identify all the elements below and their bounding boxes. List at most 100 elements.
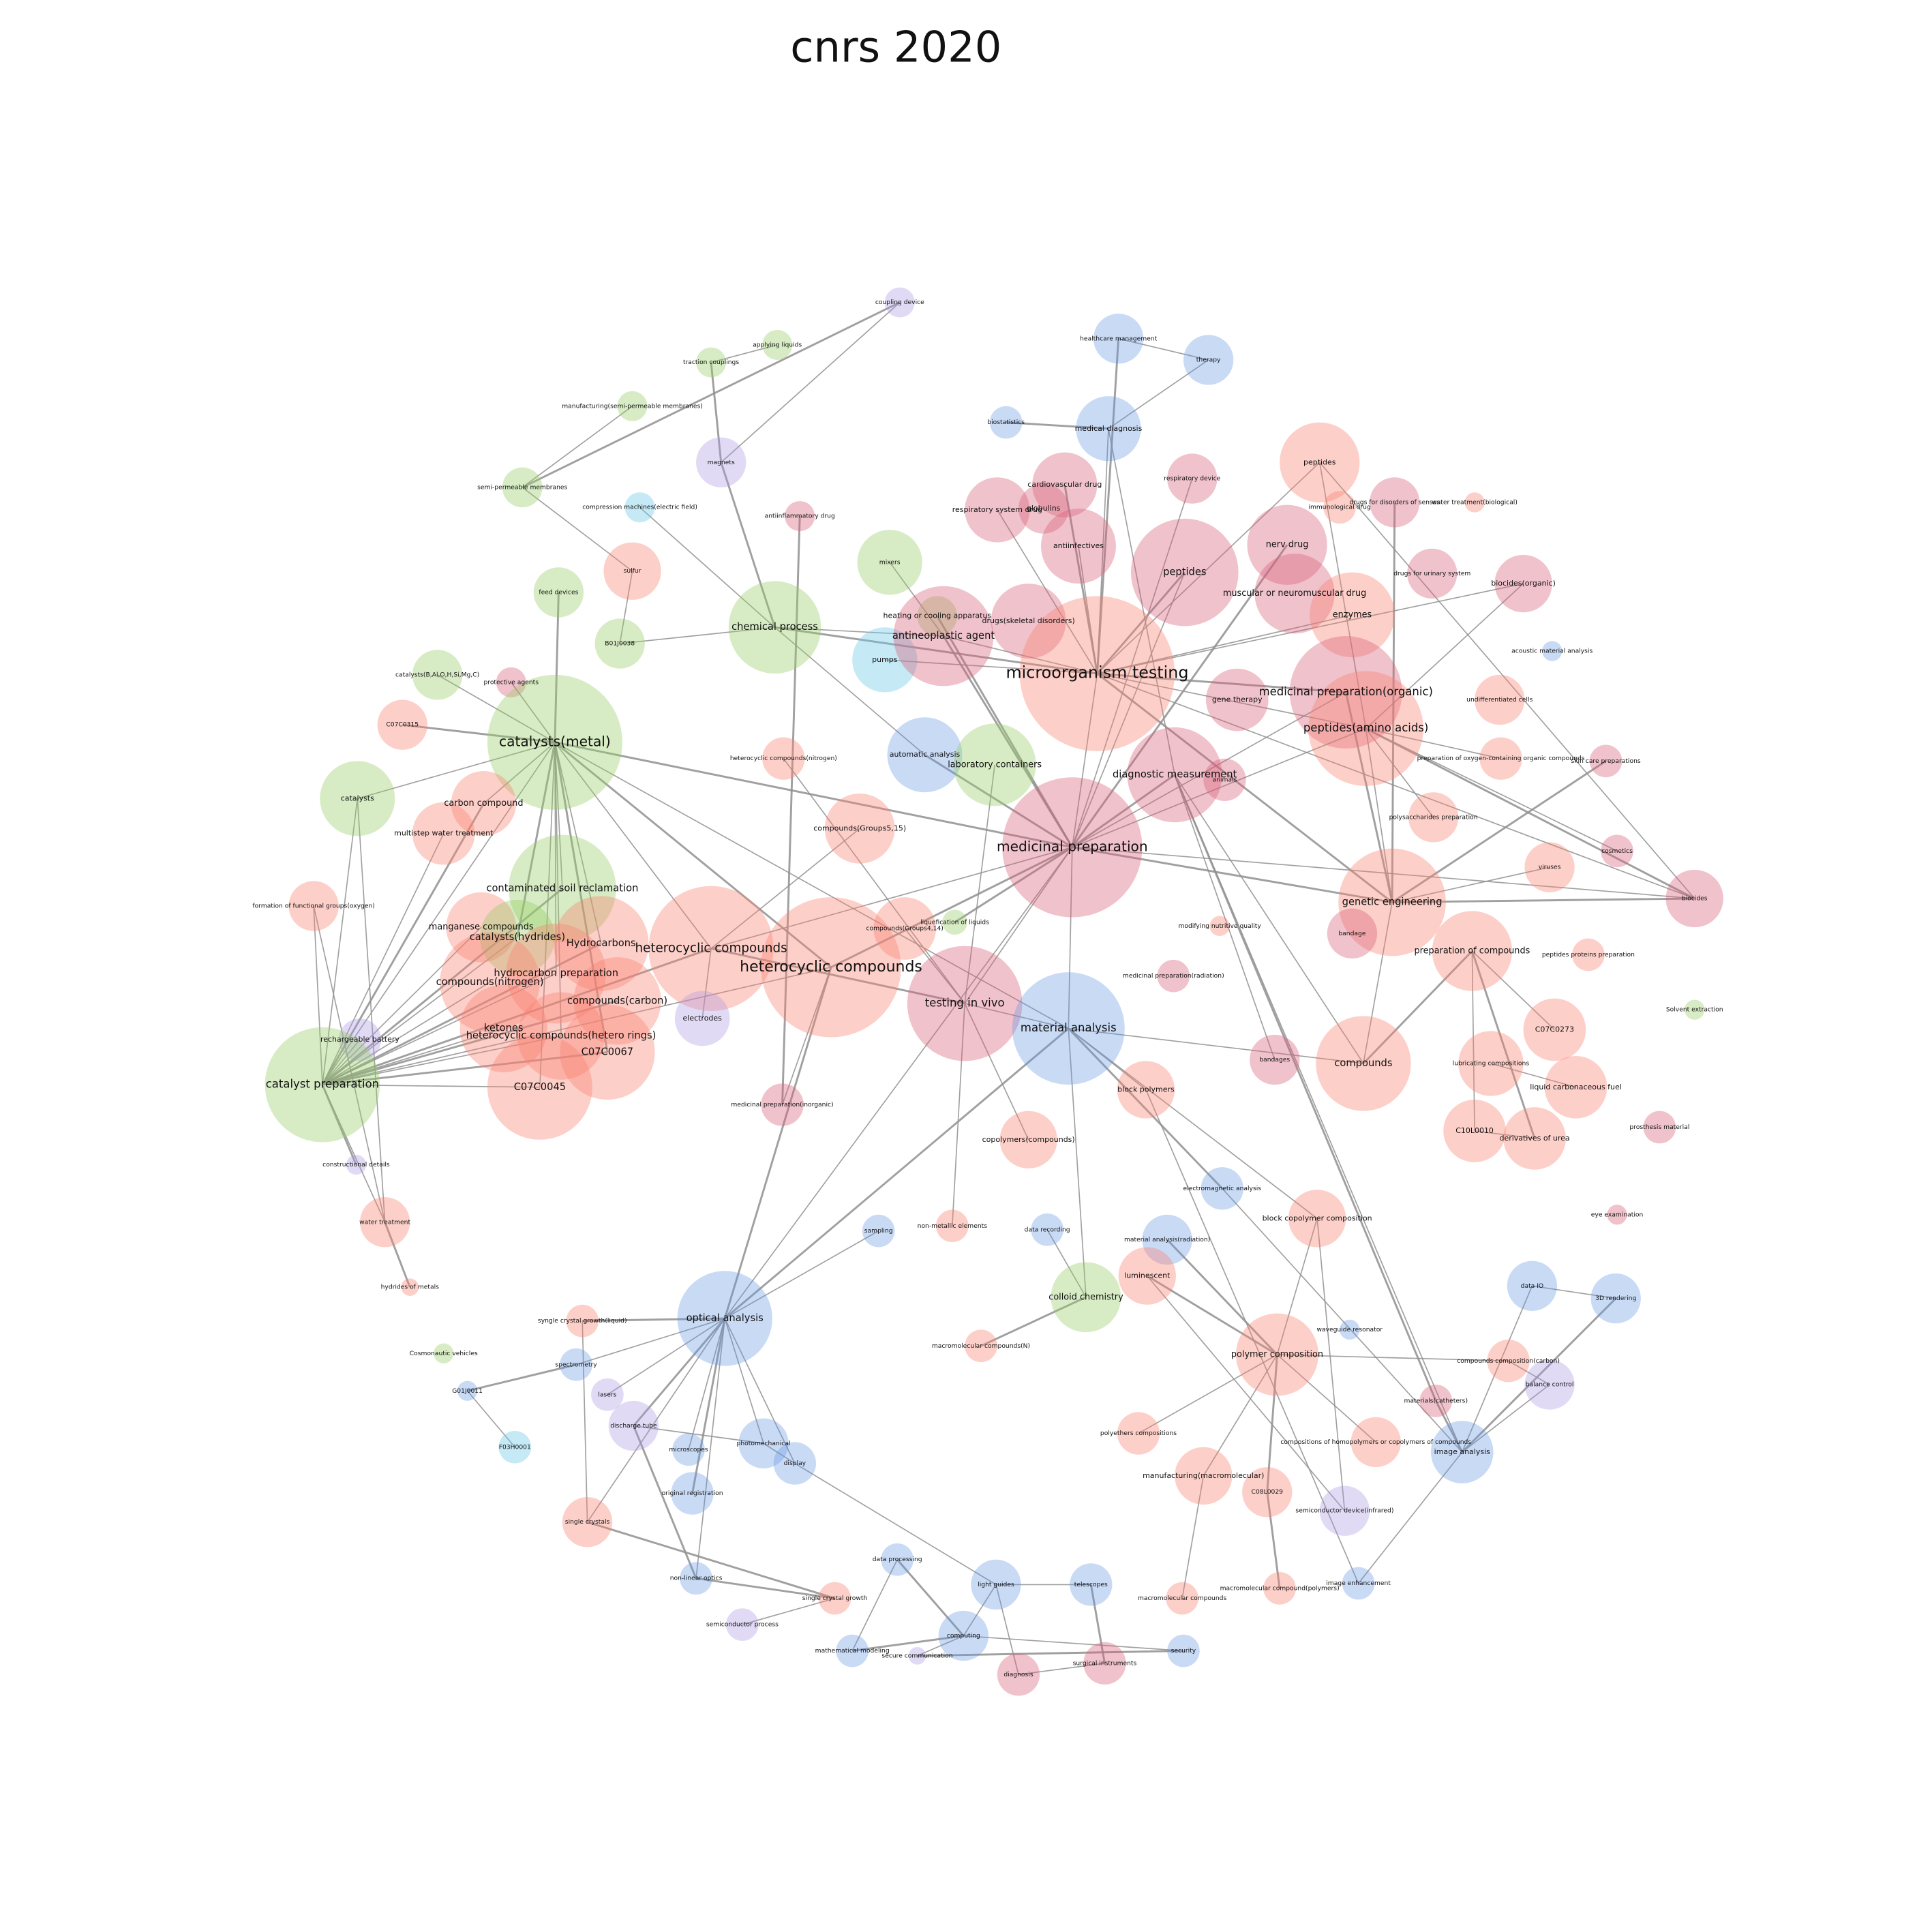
edge (1365, 583, 1524, 729)
node-label: B01J0038 (605, 640, 635, 648)
node-label: compounds(nitrogen) (436, 976, 544, 988)
edge (724, 1230, 879, 1319)
node (1093, 314, 1144, 364)
edge (554, 742, 1069, 1029)
edge (963, 1635, 1184, 1652)
edge (322, 926, 482, 1085)
node (554, 896, 649, 991)
node-label: copolymers(compounds) (982, 1135, 1075, 1144)
node-label: hydrides of metals (381, 1284, 440, 1291)
node (401, 1278, 419, 1296)
edge (322, 947, 712, 1086)
node (566, 1304, 599, 1338)
edge (1096, 462, 1320, 674)
node (320, 761, 395, 836)
node (762, 329, 793, 360)
edge (322, 937, 518, 1085)
edge (720, 462, 776, 628)
edge (322, 742, 556, 1085)
node-label: polyethers compositions (1100, 1430, 1177, 1437)
node-label: diagnostic measurement (1113, 769, 1237, 781)
node (506, 923, 607, 1024)
node (1685, 999, 1705, 1020)
node (1524, 842, 1575, 892)
edge (1096, 428, 1109, 674)
edge (402, 723, 556, 744)
node-label: electrodes (683, 1014, 723, 1023)
node-label: Hydrocarbons (567, 937, 636, 949)
edge (1173, 774, 1437, 1402)
node (1002, 777, 1143, 918)
node (1319, 1485, 1370, 1536)
edge (322, 999, 618, 1086)
node-label: gene therapy (1212, 695, 1263, 704)
node (377, 699, 427, 750)
node-label: healthcare management (1080, 335, 1157, 342)
node-label: animals (1213, 776, 1237, 783)
edge (1363, 902, 1393, 1064)
node (1203, 758, 1246, 802)
edge (516, 742, 556, 938)
node-label: skin care preparations (1571, 757, 1640, 765)
node-label: microscopes (669, 1446, 708, 1453)
edge (322, 1039, 361, 1085)
node (1051, 1262, 1121, 1333)
node (1201, 1167, 1243, 1210)
node-label: genetic engineering (1342, 896, 1443, 908)
edge (924, 753, 1073, 849)
edge (1108, 428, 1175, 775)
node-label: colloid chemistry (1048, 1292, 1123, 1302)
node (1464, 492, 1485, 513)
node (1524, 1359, 1575, 1410)
title: cnrs 2020 (790, 22, 1001, 72)
edge (904, 928, 965, 1004)
edge (1072, 572, 1186, 848)
node (459, 984, 547, 1072)
node (728, 581, 821, 674)
node-label: medicinal preparation (997, 838, 1148, 854)
edge (1319, 462, 1695, 899)
edge (522, 487, 633, 572)
node-label: luminescent (1124, 1271, 1171, 1280)
node-label: antiinfectives (1053, 541, 1104, 550)
edge (357, 742, 556, 800)
node-label: immunological drug (1308, 504, 1370, 511)
node-label: undifferentiated cells (1466, 696, 1533, 704)
node (1432, 911, 1513, 991)
node (1076, 396, 1141, 462)
edge (742, 1597, 835, 1625)
node (881, 1543, 914, 1576)
edge (794, 1462, 997, 1586)
edge (1471, 950, 1555, 1031)
edge (511, 682, 556, 743)
node-label: diagnosis (1003, 1671, 1033, 1678)
edge (1097, 673, 1695, 899)
node-label: spectrometry (555, 1361, 597, 1368)
node-label: antiinflammatory drug (765, 513, 835, 520)
edge (964, 764, 995, 1004)
node (517, 992, 605, 1080)
node-label: compression machines(electric field) (582, 504, 697, 511)
node-label: catalysts(metal) (499, 733, 611, 749)
node (1205, 668, 1269, 731)
node (938, 1610, 988, 1661)
node-label: bandage (1338, 930, 1365, 937)
edge (1391, 502, 1396, 903)
node (412, 802, 475, 865)
node-label: traction couplings (683, 359, 739, 366)
node (1288, 1190, 1346, 1248)
node-label: enzymes (1333, 609, 1372, 620)
edges (313, 301, 1695, 1676)
node (1419, 1385, 1453, 1417)
node-label: macromolecular compounds(N) (932, 1342, 1030, 1350)
edge (1508, 1360, 1550, 1385)
edge (322, 1051, 608, 1086)
edge (1362, 950, 1473, 1065)
edge (1461, 1297, 1617, 1453)
node-label: mathematical modeling (815, 1647, 890, 1655)
node-label: ketones (484, 1023, 524, 1034)
edge (1018, 1663, 1105, 1676)
node-label: G01J0011 (452, 1387, 483, 1395)
edge (322, 1027, 504, 1085)
